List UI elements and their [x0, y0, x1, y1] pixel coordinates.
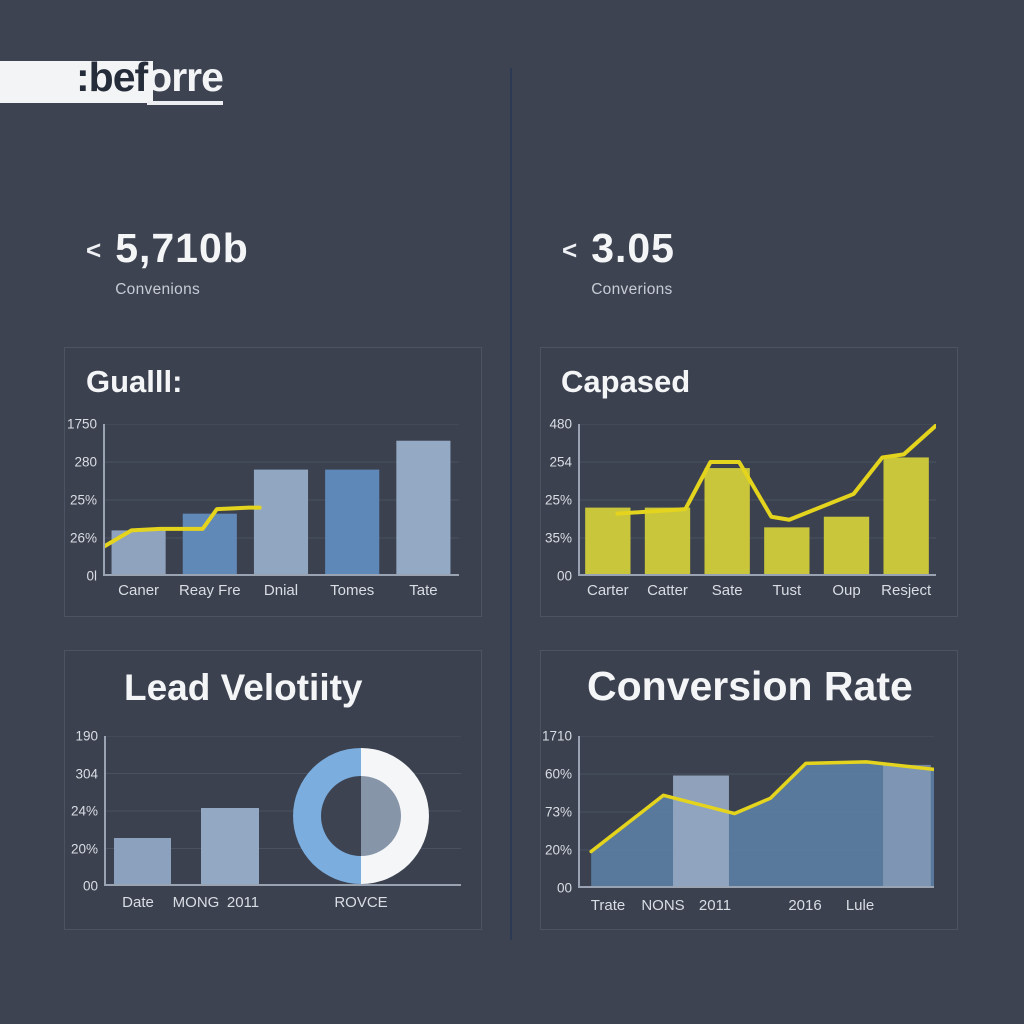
chart-card-lead-velocity: Lead Velotiity 190 304 24% 20% 00 Date MONG 20… [64, 650, 482, 930]
bar [182, 513, 237, 576]
donut-hole-right [361, 776, 401, 856]
bar [823, 516, 870, 576]
x-axis-label: Tate [409, 582, 438, 599]
logo-background-band [0, 61, 153, 103]
chart-card-gualll: Gualll: 1750 280 25% 26% 0l Caner Reay Fre Dni… [64, 347, 482, 617]
x-axis-label: Sate [711, 582, 743, 599]
x-axis-label: Catter [647, 582, 688, 599]
chart-canvas [578, 736, 934, 888]
y-axis-tick-labels: 480 254 25% 35% 00 [541, 417, 578, 584]
y-tick-label: 280 [74, 454, 97, 470]
bar [114, 838, 171, 886]
y-tick-label: 254 [549, 454, 572, 470]
kpi-right: < 3.05 Converions [562, 228, 675, 299]
y-tick-label: 24% [70, 803, 98, 819]
chart-title: Gualll: [86, 364, 183, 399]
highlight-band [673, 775, 729, 888]
y-axis-tick-labels: 190 304 24% 20% 00 [65, 729, 104, 894]
x-axis-label: Tomes [330, 582, 375, 599]
y-tick-label: 00 [556, 880, 572, 896]
y-axis-tick-labels: 1750 280 25% 26% 0l [65, 417, 103, 584]
chart-canvas [104, 736, 461, 886]
chart-title: Conversion Rate [587, 663, 913, 709]
y-tick-label: 00 [82, 878, 98, 894]
bar [201, 808, 259, 886]
highlight-band [883, 764, 931, 888]
kpi-right-value: 3.05 [591, 225, 675, 271]
x-axis-label: Lule [845, 897, 875, 914]
bar [585, 507, 631, 576]
y-tick-label: 1710 [541, 728, 572, 744]
column-divider [510, 68, 512, 940]
chart-plot [104, 736, 461, 886]
chevron-left-icon[interactable]: < [86, 235, 102, 265]
trend-line [103, 505, 262, 550]
x-axis-label: Carter [586, 582, 629, 599]
chart-plot [578, 424, 936, 576]
x-axis-label: Dnial [263, 582, 299, 599]
trend-line [589, 760, 934, 854]
chart-card-conversion-rate: Conversion Rate 1710 60% 73% 20% 00 Trate NON… [540, 650, 958, 930]
y-tick-label: 480 [549, 416, 572, 432]
area-fill [591, 761, 934, 888]
x-axis-label: Tust [772, 582, 802, 599]
kpi-left-label: Convenions [115, 281, 201, 298]
x-axis-label: 2011 [226, 894, 260, 911]
x-axis-labels: Carter Catter Sate Tust Oup Resject [578, 582, 936, 606]
x-axis-label: MONG [172, 894, 220, 911]
kpi-left-value: 5,710b [115, 225, 249, 271]
bar [253, 469, 309, 576]
y-tick-label: 1750 [66, 416, 97, 432]
bar [644, 507, 691, 576]
bar [883, 457, 929, 576]
y-tick-label: 00 [556, 568, 572, 584]
y-tick-label: 0l [86, 568, 97, 584]
bar [764, 527, 810, 576]
kpi-left: < 5,710b Convenions [86, 228, 249, 299]
bar [704, 468, 750, 576]
chart-title: Lead Velotiity [124, 667, 363, 708]
chart-title: Capased [561, 364, 691, 399]
y-tick-label: 26% [69, 530, 97, 546]
x-axis-label: 2011 [698, 897, 732, 914]
chevron-left-icon[interactable]: < [562, 235, 578, 265]
y-tick-label: 25% [544, 492, 572, 508]
x-axis-labels: Trate NONS 2011 2016 Lule [578, 897, 934, 921]
x-axis-label: ROVCE [334, 894, 388, 911]
kpi-left-body: 5,710b Convenions [115, 228, 249, 299]
y-tick-label: 304 [75, 766, 98, 781]
x-axis-label: Resject [881, 582, 932, 599]
y-tick-label: 20% [544, 842, 572, 858]
y-tick-label: 35% [544, 530, 572, 546]
y-tick-label: 60% [544, 766, 572, 782]
x-axis-label: NONS [641, 897, 685, 914]
kpi-right-label: Converions [591, 281, 673, 298]
x-axis-label: Reay Fre [178, 582, 241, 599]
chart-plot [103, 424, 459, 576]
x-axis-label: Trate [590, 897, 626, 914]
bar [396, 440, 451, 576]
trend-line [615, 424, 936, 522]
y-tick-label: 73% [544, 804, 572, 820]
chart-canvas [578, 424, 936, 576]
chart-canvas [103, 424, 459, 576]
x-axis-label: Oup [832, 582, 861, 599]
x-axis-labels: Date MONG 2011 ROVCE [104, 894, 461, 918]
x-axis-labels: Caner Reay Fre Dnial Tomes Tate [103, 582, 459, 606]
x-axis-label: Caner [118, 582, 160, 599]
bar [325, 469, 380, 576]
chart-plot [578, 736, 934, 888]
chart-card-capased: Capased 480 254 25% 35% 00 Carter Catter Sate T… [540, 347, 958, 617]
logo: :beforre [76, 54, 224, 106]
logo-text-light: orre [147, 54, 224, 106]
y-tick-label: 25% [69, 492, 97, 508]
y-axis-tick-labels: 1710 60% 73% 20% 00 [541, 729, 578, 896]
y-tick-label: 190 [75, 728, 98, 744]
x-axis-label: Date [122, 894, 154, 911]
donut-hole-left [321, 776, 361, 856]
logo-text-dark: :bef [76, 54, 148, 100]
kpi-right-body: 3.05 Converions [591, 228, 675, 299]
x-axis-label: 2016 [788, 897, 822, 914]
y-tick-label: 20% [70, 841, 98, 856]
